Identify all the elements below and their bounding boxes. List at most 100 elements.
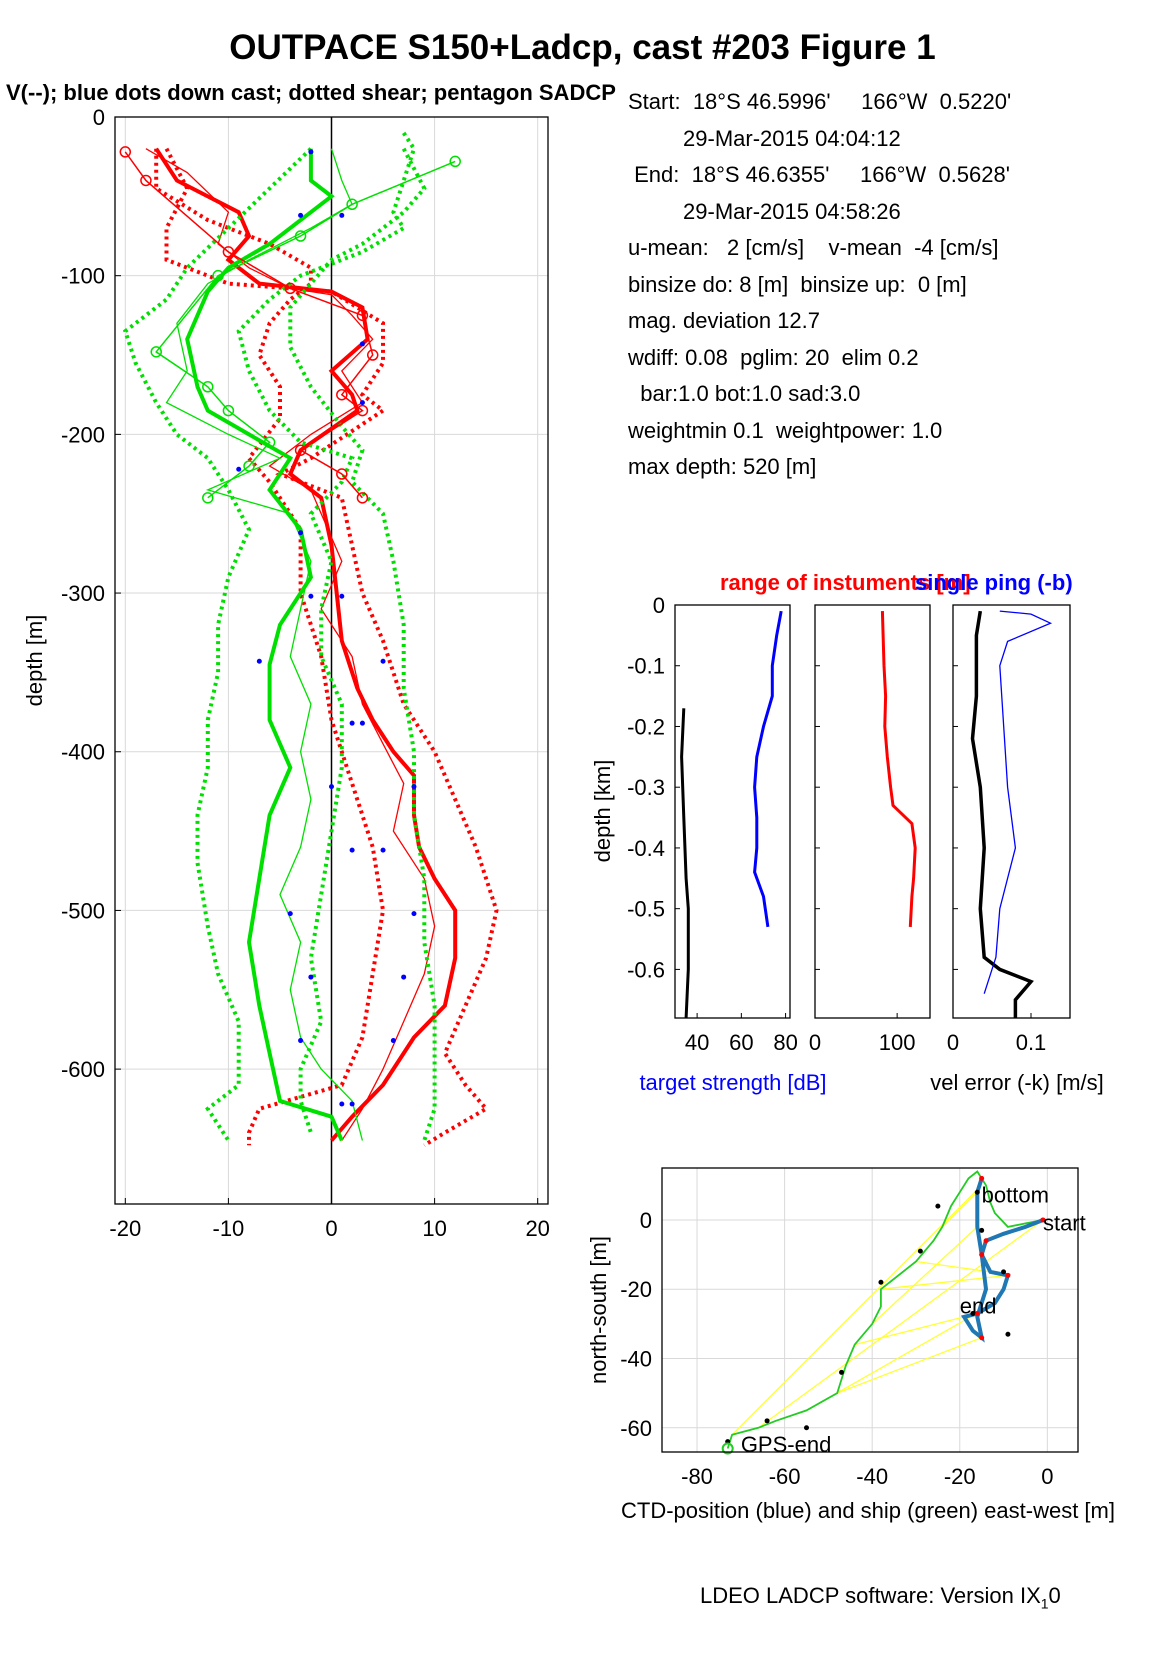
y-tick-label: -300: [61, 581, 105, 606]
software-version-footer: LDEO LADCP software: Version IX10: [700, 1583, 1061, 1611]
y-axis-label: north-south [m]: [586, 1236, 611, 1384]
x-tick-label: 0: [809, 1030, 821, 1055]
v-dotted-line: [288, 147, 437, 1142]
y-axis-label: depth [km]: [590, 760, 615, 863]
gps-end-marker: [721, 1442, 734, 1455]
x-tick-label: 100: [879, 1030, 916, 1055]
y-tick-label: -100: [61, 264, 105, 289]
end-lat: 18°S 46.6355': [691, 162, 830, 187]
end-label: End:: [634, 162, 680, 187]
position-plot-frame: [661, 1167, 1079, 1453]
downcast-dot: [349, 720, 355, 726]
end-line: End: 18°S 46.6355' 166°W 0.5628': [628, 157, 1011, 194]
x-axis-label: CTD-position (blue) and ship (green) eas…: [621, 1498, 1115, 1523]
start-time: 29-Mar-2015 04:04:12: [683, 125, 901, 151]
x-tick-label: 0.1: [1016, 1030, 1047, 1055]
diagnostic-panel-frame: [814, 604, 931, 1019]
x-tick-label: -20: [109, 1216, 141, 1241]
diag-black-line: [680, 708, 690, 1019]
u-thick-line: [154, 147, 458, 1142]
bar-text: bar:1.0 bot:1.0 sad:3.0: [640, 381, 861, 406]
downcast-dot: [339, 593, 345, 599]
downcast-dot: [287, 911, 293, 917]
v-dotted-line: [122, 147, 313, 1142]
downcast-dot: [359, 720, 365, 726]
ctd-fix-dot: [979, 1252, 985, 1258]
figure-subtitle: V(--); blue dots down cast; dotted shear…: [6, 80, 616, 105]
downcast-dot: [359, 400, 365, 406]
y-tick-label: -20: [620, 1277, 652, 1302]
instrument-diagnostics-plot: 40 60 80 0 -0.1 -0.2 -0.3 -0.4 -0.5 -0.6 0 100 0 0.1 d…: [590, 570, 1104, 1095]
x-tick-label: 0: [947, 1030, 959, 1055]
downcast-dot: [298, 530, 304, 536]
velocity-plot-frame: [114, 116, 549, 1205]
sadcp-u-point: [294, 444, 307, 456]
downcast-dot: [349, 847, 355, 853]
v-thick-line: [185, 148, 344, 1142]
x-tick-label: 10: [422, 1216, 446, 1241]
mean-line: u-mean: 2 [cm/s] v-mean -4 [cm/s]: [628, 230, 1011, 267]
sadcp-v-point: [243, 460, 255, 472]
sadcp-v-point: [150, 346, 162, 358]
x-tick-label: -40: [856, 1464, 888, 1489]
downcast-dot: [308, 593, 314, 599]
track-annotation: start: [1043, 1210, 1086, 1235]
y-axis-label: depth [m]: [22, 615, 47, 707]
downcast-dot: [380, 847, 386, 853]
diag-black-line: [970, 610, 1034, 1018]
y-tick-label: 0: [93, 105, 105, 130]
diag-blue-line: [983, 610, 1053, 994]
sadcp-u-point: [336, 468, 348, 480]
x-tick-label: 0: [1041, 1464, 1053, 1489]
cast-info-panel: Start: 18°S 46.5996' 166°W 0.5220' 29-Ma…: [628, 84, 1011, 486]
ship-fix-dot: [764, 1418, 770, 1424]
sadcp-u-point: [140, 174, 152, 187]
downcast-dot: [298, 1038, 304, 1044]
x-tick-label: -10: [213, 1216, 245, 1241]
sadcp-v-point: [202, 381, 214, 393]
footer-subscript: 1: [1040, 1595, 1049, 1612]
sadcp-v-point: [346, 198, 358, 211]
start-lat: 18°S 46.5996': [692, 89, 831, 114]
downcast-dot: [339, 212, 345, 218]
downcast-dot: [349, 1101, 355, 1107]
y-tick-label: 0: [653, 593, 665, 618]
y-tick-label: -0.4: [627, 836, 665, 861]
footer-text: LDEO LADCP software: Version IX: [700, 1583, 1041, 1608]
ship-ctd-link: [880, 1274, 1008, 1290]
diagnostic-panel-frame: [952, 604, 1071, 1019]
x-tick-label: -60: [769, 1464, 801, 1489]
ship-ctd-link: [941, 1191, 978, 1228]
ship-fix-dot: [974, 1189, 980, 1195]
downcast-dot: [380, 658, 386, 664]
sadcp-v-point: [212, 269, 224, 282]
wdiff-line: wdiff: 0.08 pglim: 20 elim 0.2: [628, 344, 919, 370]
v-thin-line: [165, 148, 364, 1141]
start-lon: 166°W 0.5220': [861, 89, 1012, 114]
sadcp-u-line: [124, 151, 374, 499]
ctd-fix-dot: [1040, 1217, 1046, 1223]
ship-ctd-link: [836, 1337, 982, 1394]
single-ping-title: single ping (-b): [915, 570, 1073, 595]
ship-fix-dot: [935, 1203, 941, 1209]
y-tick-label: -0.5: [627, 897, 665, 922]
velocity-profile-plot: -20 -10 0 10 200-100-200-300-400-500-600dept…: [22, 105, 550, 1241]
figure-title: OUTPACE S150+Ladcp, cast #203 Figure 1: [229, 28, 936, 67]
ship-fix-dot: [917, 1248, 923, 1254]
x-tick-label: -20: [944, 1464, 976, 1489]
downcast-dot: [359, 341, 365, 347]
y-tick-label: -40: [620, 1346, 652, 1371]
y-tick-label: -0.2: [627, 714, 665, 739]
y-tick-label: -400: [61, 740, 105, 765]
binsize-line: binsize do: 8 [m] binsize up: 0 [m]: [628, 271, 967, 297]
target-strength-label: target strength [dB]: [639, 1070, 826, 1095]
track-annotation: end: [960, 1293, 997, 1318]
ship-ctd-link: [731, 1184, 983, 1436]
y-tick-label: -500: [61, 898, 105, 923]
ctd-fix-dot: [983, 1238, 989, 1244]
ship-ctd-link: [757, 1219, 1044, 1429]
x-tick-label: 20: [525, 1216, 549, 1241]
start-time-line: 29-Mar-2015 04:04:12: [628, 121, 1011, 158]
